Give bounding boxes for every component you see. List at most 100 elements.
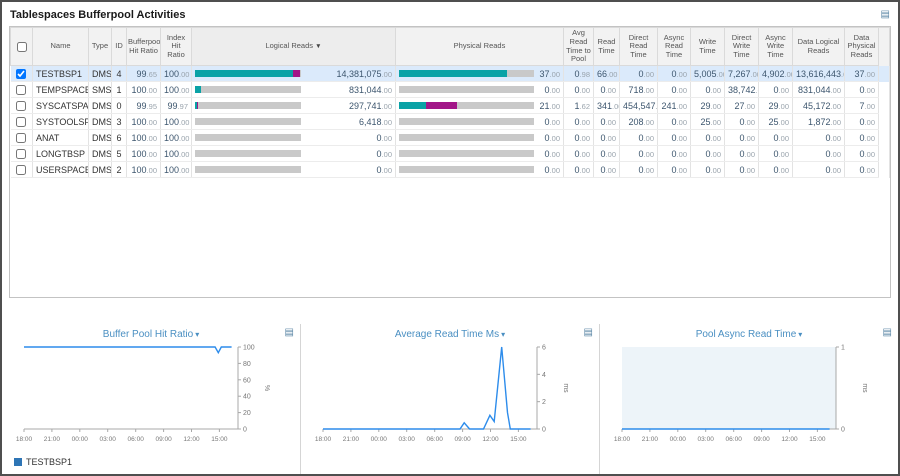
row-select-cell[interactable] <box>10 81 33 98</box>
row-checkbox[interactable] <box>16 100 27 111</box>
col-header-data-physical-reads[interactable]: Data Physical Reads <box>844 27 879 66</box>
row-select-cell[interactable] <box>10 113 33 130</box>
col-header-write-time[interactable]: Write Time <box>690 27 725 66</box>
cell-write-time: 25.00 <box>690 113 725 130</box>
svg-text:4: 4 <box>542 372 546 379</box>
pool-async-read-time-chart[interactable]: 0 1 18:00 21:00 00:00 03:00 06:00 09:00 12:00 15:… <box>604 342 888 454</box>
cell-id: 4 <box>111 65 127 82</box>
col-header-bufferpool-hit-ratio[interactable]: Bufferpool Hit Ratio <box>126 27 161 66</box>
cell-id: 2 <box>111 161 127 178</box>
cell-id: 6 <box>111 129 127 146</box>
cell-type: DMS <box>88 97 112 114</box>
svg-text:ms: ms <box>861 383 868 393</box>
cell-bufferpool-hit-ratio: 100.00 <box>126 81 161 98</box>
table-row[interactable]: ANAT DMS 6 100.00 100.00 0.00 0.00 0.00 0.00 0.00… <box>10 129 890 146</box>
col-header-direct-read-time[interactable]: Direct Read Time <box>619 27 658 66</box>
col-header-data-logical-reads[interactable]: Data Logical Reads <box>792 27 845 66</box>
col-header-type[interactable]: Type <box>88 27 112 66</box>
cell-read-time: 341.00 <box>593 97 620 114</box>
svg-text:03:00: 03:00 <box>100 436 117 443</box>
row-select-cell[interactable] <box>10 161 33 178</box>
chart-metric-dropdown[interactable]: Pool Async Read Time ▾ <box>696 329 803 340</box>
cell-write-time: 0.00 <box>690 81 725 98</box>
cell-data-logical-reads: 0.00 <box>792 129 845 146</box>
chart-options-icon[interactable]: ▤ <box>583 327 593 338</box>
col-header-read-time[interactable]: Read Time <box>593 27 620 66</box>
average-read-time-chart[interactable]: 0 2 4 6 18:00 21:00 00:00 03:00 06:00 09:00 12:00 1… <box>305 342 589 454</box>
row-checkbox[interactable] <box>16 84 27 95</box>
row-select-cell[interactable] <box>10 129 33 146</box>
col-header-bufferpool-hit-ratio-label: Bufferpool Hit Ratio <box>128 36 161 55</box>
physical-reads-bar <box>399 118 534 125</box>
col-header-async-write-time[interactable]: Async Write Time <box>758 27 793 66</box>
cell-async-read-time: 0.00 <box>657 113 691 130</box>
row-select-cell[interactable] <box>10 65 33 82</box>
table-row[interactable]: TEMPSPACE1SMS1100.00100.00831,044.000.00… <box>10 81 890 98</box>
row-gutter <box>878 97 890 114</box>
logical-reads-bar <box>195 134 301 141</box>
cell-physical-reads: 37.00 <box>395 65 564 82</box>
cell-name: SYSCATSPACE <box>32 97 89 114</box>
cell-data-logical-reads: 45,172.00 <box>792 97 845 114</box>
col-header-id[interactable]: ID <box>111 27 127 66</box>
cell-type: DMS <box>88 113 112 130</box>
cell-data-physical-reads: 37.00 <box>844 65 879 82</box>
svg-text:%: % <box>263 385 270 391</box>
svg-text:21:00: 21:00 <box>44 436 61 443</box>
buffer-pool-hit-ratio-chart[interactable]: 0 20 40 60 80 100 18:00 21:00 00:00 03:00 06:00 09:… <box>6 342 290 454</box>
table-row[interactable]: LONGTBSP DMS 5 100.00 100.00 0.00 0.00 0.00 0.00… <box>10 145 890 162</box>
cell-read-time: 0.00 <box>593 129 620 146</box>
cell-name: TESTBSP1 <box>32 65 89 82</box>
chart-options-icon[interactable]: ▤ <box>284 327 294 338</box>
chart-metric-dropdown[interactable]: Average Read Time Ms ▾ <box>395 329 505 340</box>
col-header-read-time-label: Read Time <box>597 36 616 55</box>
col-header-index-hit-ratio-label: Index Hit Ratio <box>166 32 186 59</box>
row-checkbox[interactable] <box>16 116 27 127</box>
row-checkbox[interactable] <box>16 148 27 159</box>
col-header-id-label: ID <box>115 41 123 51</box>
cell-id: 5 <box>111 145 127 162</box>
chart-title-label: Pool Async Read Time <box>695 328 797 340</box>
svg-text:100: 100 <box>243 345 255 352</box>
col-header-avg-read-time-to-pool[interactable]: Avg Read Time to Pool <box>563 27 594 66</box>
cell-index-hit-ratio: 100.00 <box>160 113 192 130</box>
table-row[interactable]: TESTBSP1 DMS 4 99.65 100.00 14,381,075.00 37.0… <box>10 65 890 82</box>
col-header-name-label: Name <box>50 41 71 51</box>
col-header-direct-write-time[interactable]: Direct Write Time <box>724 27 759 66</box>
cell-async-read-time: 0.00 <box>657 81 691 98</box>
cell-id: 1 <box>111 81 127 98</box>
svg-text:12:00: 12:00 <box>781 436 798 443</box>
select-all-cell[interactable] <box>10 27 33 66</box>
chart-options-icon[interactable]: ▤ <box>882 327 892 338</box>
row-checkbox[interactable] <box>16 164 27 175</box>
cell-direct-read-time: 0.00 <box>619 161 658 178</box>
cell-type: DMS <box>88 129 112 146</box>
cell-write-time: 0.00 <box>690 161 725 178</box>
chart-panel-buffer-pool-hit-ratio: Buffer Pool Hit Ratio ▾ ▤ 0 20 40 60 80 100 18:… <box>2 324 300 474</box>
table-row[interactable]: SYSCATSPACEDMS099.9599.97297,741.0021.00… <box>10 97 890 114</box>
row-select-cell[interactable] <box>10 145 33 162</box>
cell-name: USERSPACE1 <box>32 161 89 178</box>
table-row[interactable]: SYSTOOLSPACEDMS3100.00100.006,418.000.00… <box>10 113 890 130</box>
col-header-logical-reads[interactable]: Logical Reads ▼ <box>191 27 396 66</box>
widget-menu-icon[interactable]: ▤ <box>880 9 890 20</box>
row-checkbox[interactable] <box>16 68 27 79</box>
row-checkbox[interactable] <box>16 132 27 143</box>
select-all-checkbox[interactable] <box>16 41 27 52</box>
chart-metric-dropdown[interactable]: Buffer Pool Hit Ratio ▾ <box>103 329 199 340</box>
col-header-name[interactable]: Name <box>32 27 89 66</box>
cell-logical-reads: 297,741.00 <box>191 97 396 114</box>
svg-text:03:00: 03:00 <box>399 436 416 443</box>
svg-text:12:00: 12:00 <box>482 436 499 443</box>
cell-bufferpool-hit-ratio: 100.00 <box>126 145 161 162</box>
scrollbar-gutter <box>878 27 890 66</box>
row-select-cell[interactable] <box>10 97 33 114</box>
table-row[interactable]: USERSPACE1DMS2100.00100.000.000.000.000.… <box>10 161 890 178</box>
logical-reads-bar <box>195 102 301 109</box>
cell-avg-read-time-to-pool: 0.98 <box>563 65 594 82</box>
col-header-physical-reads[interactable]: Physical Reads <box>395 27 564 66</box>
col-header-index-hit-ratio[interactable]: Index Hit Ratio <box>160 27 192 66</box>
col-header-async-read-time[interactable]: Async Read Time <box>657 27 691 66</box>
cell-data-physical-reads: 0.00 <box>844 81 879 98</box>
cell-direct-read-time: 0.00 <box>619 65 658 82</box>
